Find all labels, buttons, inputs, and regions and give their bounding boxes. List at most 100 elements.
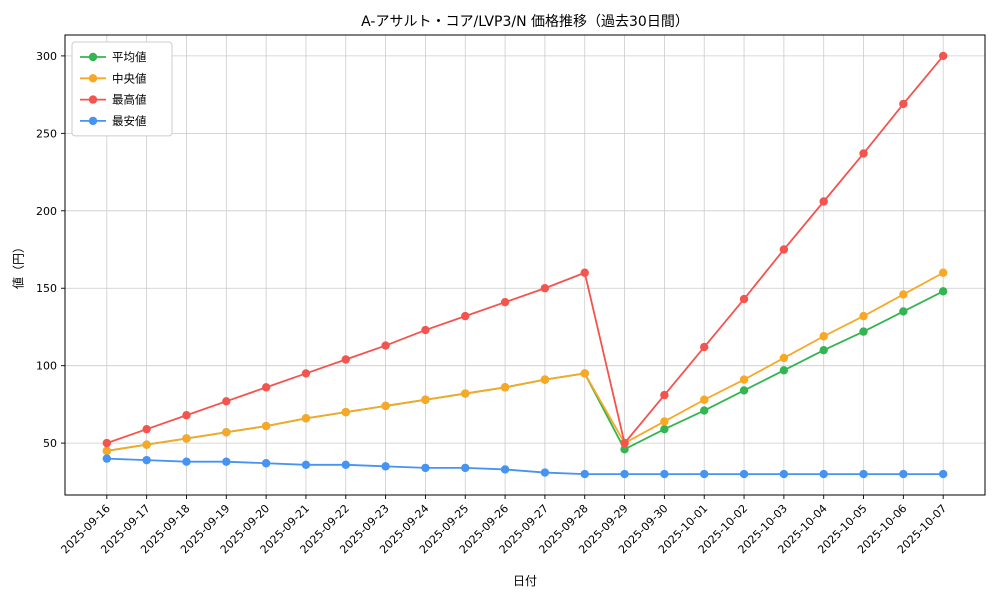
series-marker (102, 446, 112, 456)
series-marker (620, 445, 629, 454)
series-marker (540, 375, 550, 384)
series-marker (461, 463, 470, 473)
series-1 (102, 268, 948, 456)
legend-marker (88, 95, 98, 104)
series-marker (938, 287, 948, 296)
series-marker (660, 390, 669, 400)
series-marker (819, 345, 828, 355)
series-marker (461, 311, 470, 321)
series-marker (580, 268, 589, 277)
y-tick-label: 100 (36, 360, 57, 373)
series-marker (182, 434, 191, 443)
series-marker (540, 284, 550, 293)
y-axis-label: 値（円） (11, 240, 26, 290)
series-marker (938, 469, 948, 479)
series-marker (341, 460, 350, 469)
series-marker (421, 395, 430, 404)
series-line (106, 457, 944, 475)
legend-label: 中央値 (112, 71, 147, 85)
axis-ticks (61, 55, 944, 499)
series-marker (779, 353, 789, 363)
series-marker (938, 51, 948, 61)
series-marker (381, 341, 390, 350)
series-marker (819, 469, 828, 479)
series-marker (261, 421, 271, 431)
series-marker (580, 469, 589, 479)
series-marker (222, 457, 231, 466)
series-marker (620, 438, 629, 448)
series-marker (660, 424, 669, 434)
series-marker (779, 245, 789, 254)
series-marker (739, 386, 749, 395)
series-marker (899, 469, 908, 479)
series-marker (620, 469, 629, 479)
series-marker (102, 454, 112, 463)
series-marker (301, 414, 311, 423)
legend-label: 平均値 (112, 50, 147, 64)
series-marker (421, 325, 430, 335)
series-marker (341, 407, 350, 417)
series-line (106, 55, 944, 445)
series-marker (182, 411, 191, 420)
chart-title: A-アサルト・コア/LVP3/N 価格推移（過去30日間） (361, 14, 689, 30)
series-marker (739, 375, 749, 384)
series-2 (102, 51, 948, 448)
series-marker (301, 460, 311, 469)
series-marker (859, 149, 868, 158)
series-marker (819, 332, 828, 341)
y-tick-label: 250 (36, 127, 57, 140)
series-marker (899, 99, 908, 109)
plot-border (64, 34, 986, 496)
series-marker (660, 417, 669, 426)
series-marker (700, 469, 709, 479)
series-marker (819, 197, 828, 206)
legend-label: 最安値 (112, 114, 147, 128)
series-marker (500, 465, 510, 474)
y-tick-label: 150 (36, 282, 57, 295)
y-tick-label: 200 (36, 205, 57, 218)
series-marker (381, 462, 390, 471)
series-marker (779, 469, 789, 479)
legend-marker (88, 52, 98, 62)
grid (65, 35, 985, 495)
series-marker (938, 268, 948, 277)
plot-background (65, 35, 985, 495)
series-marker (500, 297, 510, 307)
series-marker (142, 455, 151, 465)
legend-entry-2: 最高値 (80, 93, 147, 107)
series-marker (381, 401, 390, 411)
series-marker (899, 307, 908, 316)
series-3 (102, 454, 948, 479)
series-marker (739, 469, 749, 479)
series-marker (779, 366, 789, 375)
legend-marker (88, 74, 98, 83)
series-marker (580, 369, 589, 378)
series-marker (142, 440, 151, 449)
series-marker (102, 438, 112, 448)
series-marker (421, 463, 430, 473)
series-marker (899, 290, 908, 299)
series-marker (700, 342, 709, 352)
legend-marker (88, 116, 98, 126)
series-marker (859, 469, 868, 479)
y-tick-label: 50 (43, 437, 57, 450)
series-marker (222, 428, 231, 437)
series-marker (301, 369, 311, 378)
series-marker (341, 355, 350, 364)
legend-entry-3: 最安値 (80, 114, 147, 128)
series-marker (540, 468, 550, 477)
series-marker (700, 406, 709, 415)
y-tick-label: 300 (36, 50, 57, 63)
legend-entry-0: 平均値 (80, 50, 147, 64)
legend-label: 最高値 (112, 93, 147, 107)
series-marker (700, 395, 709, 404)
legend-entry-1: 中央値 (80, 71, 147, 85)
series-marker (859, 311, 868, 321)
x-axis-label: 日付 (512, 574, 537, 588)
series-marker (739, 294, 749, 304)
legend-box (71, 41, 173, 137)
series-marker (261, 459, 271, 468)
